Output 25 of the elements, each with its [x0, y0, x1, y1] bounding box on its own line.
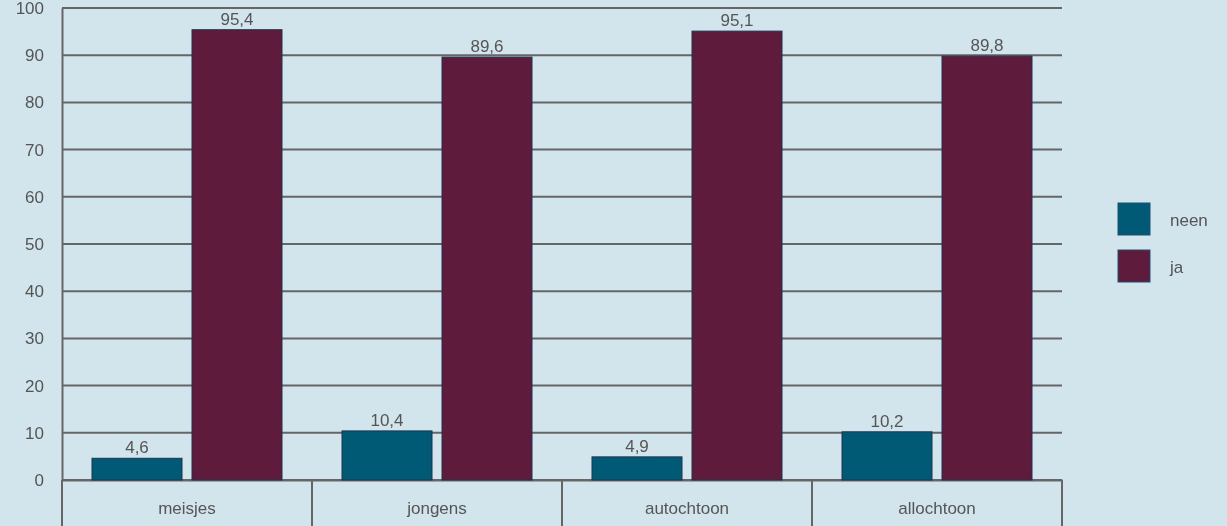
legend-label: ja	[1169, 258, 1184, 277]
y-tick-label: 70	[25, 140, 44, 160]
data-label: 4,9	[625, 436, 649, 456]
x-tick-label: allochtoon	[898, 499, 976, 519]
legend-label: neen	[1170, 211, 1208, 230]
x-tick-label: meisjes	[158, 499, 216, 519]
y-tick-label: 80	[25, 93, 44, 113]
data-label: 89,8	[970, 36, 1004, 56]
y-tick-label: 40	[25, 282, 44, 302]
y-tick-label: 20	[25, 376, 44, 396]
y-tick-label: 90	[25, 46, 44, 66]
data-label: 89,6	[470, 37, 504, 57]
x-tick-label: autochtoon	[644, 499, 730, 519]
y-tick-label: 50	[25, 234, 44, 254]
y-tick-label: 0	[34, 470, 44, 490]
data-label: 95,4	[220, 9, 254, 29]
y-tick-label: 30	[25, 329, 44, 349]
data-label: 10,2	[870, 411, 904, 431]
data-label: 10,4	[370, 410, 404, 430]
data-label: 4,6	[125, 438, 149, 458]
y-tick-label: 100	[15, 0, 44, 18]
y-tick-label: 60	[25, 187, 44, 207]
x-tick-label: jongens	[406, 499, 467, 519]
data-label: 95,1	[720, 11, 754, 31]
y-tick-label: 10	[25, 423, 44, 443]
